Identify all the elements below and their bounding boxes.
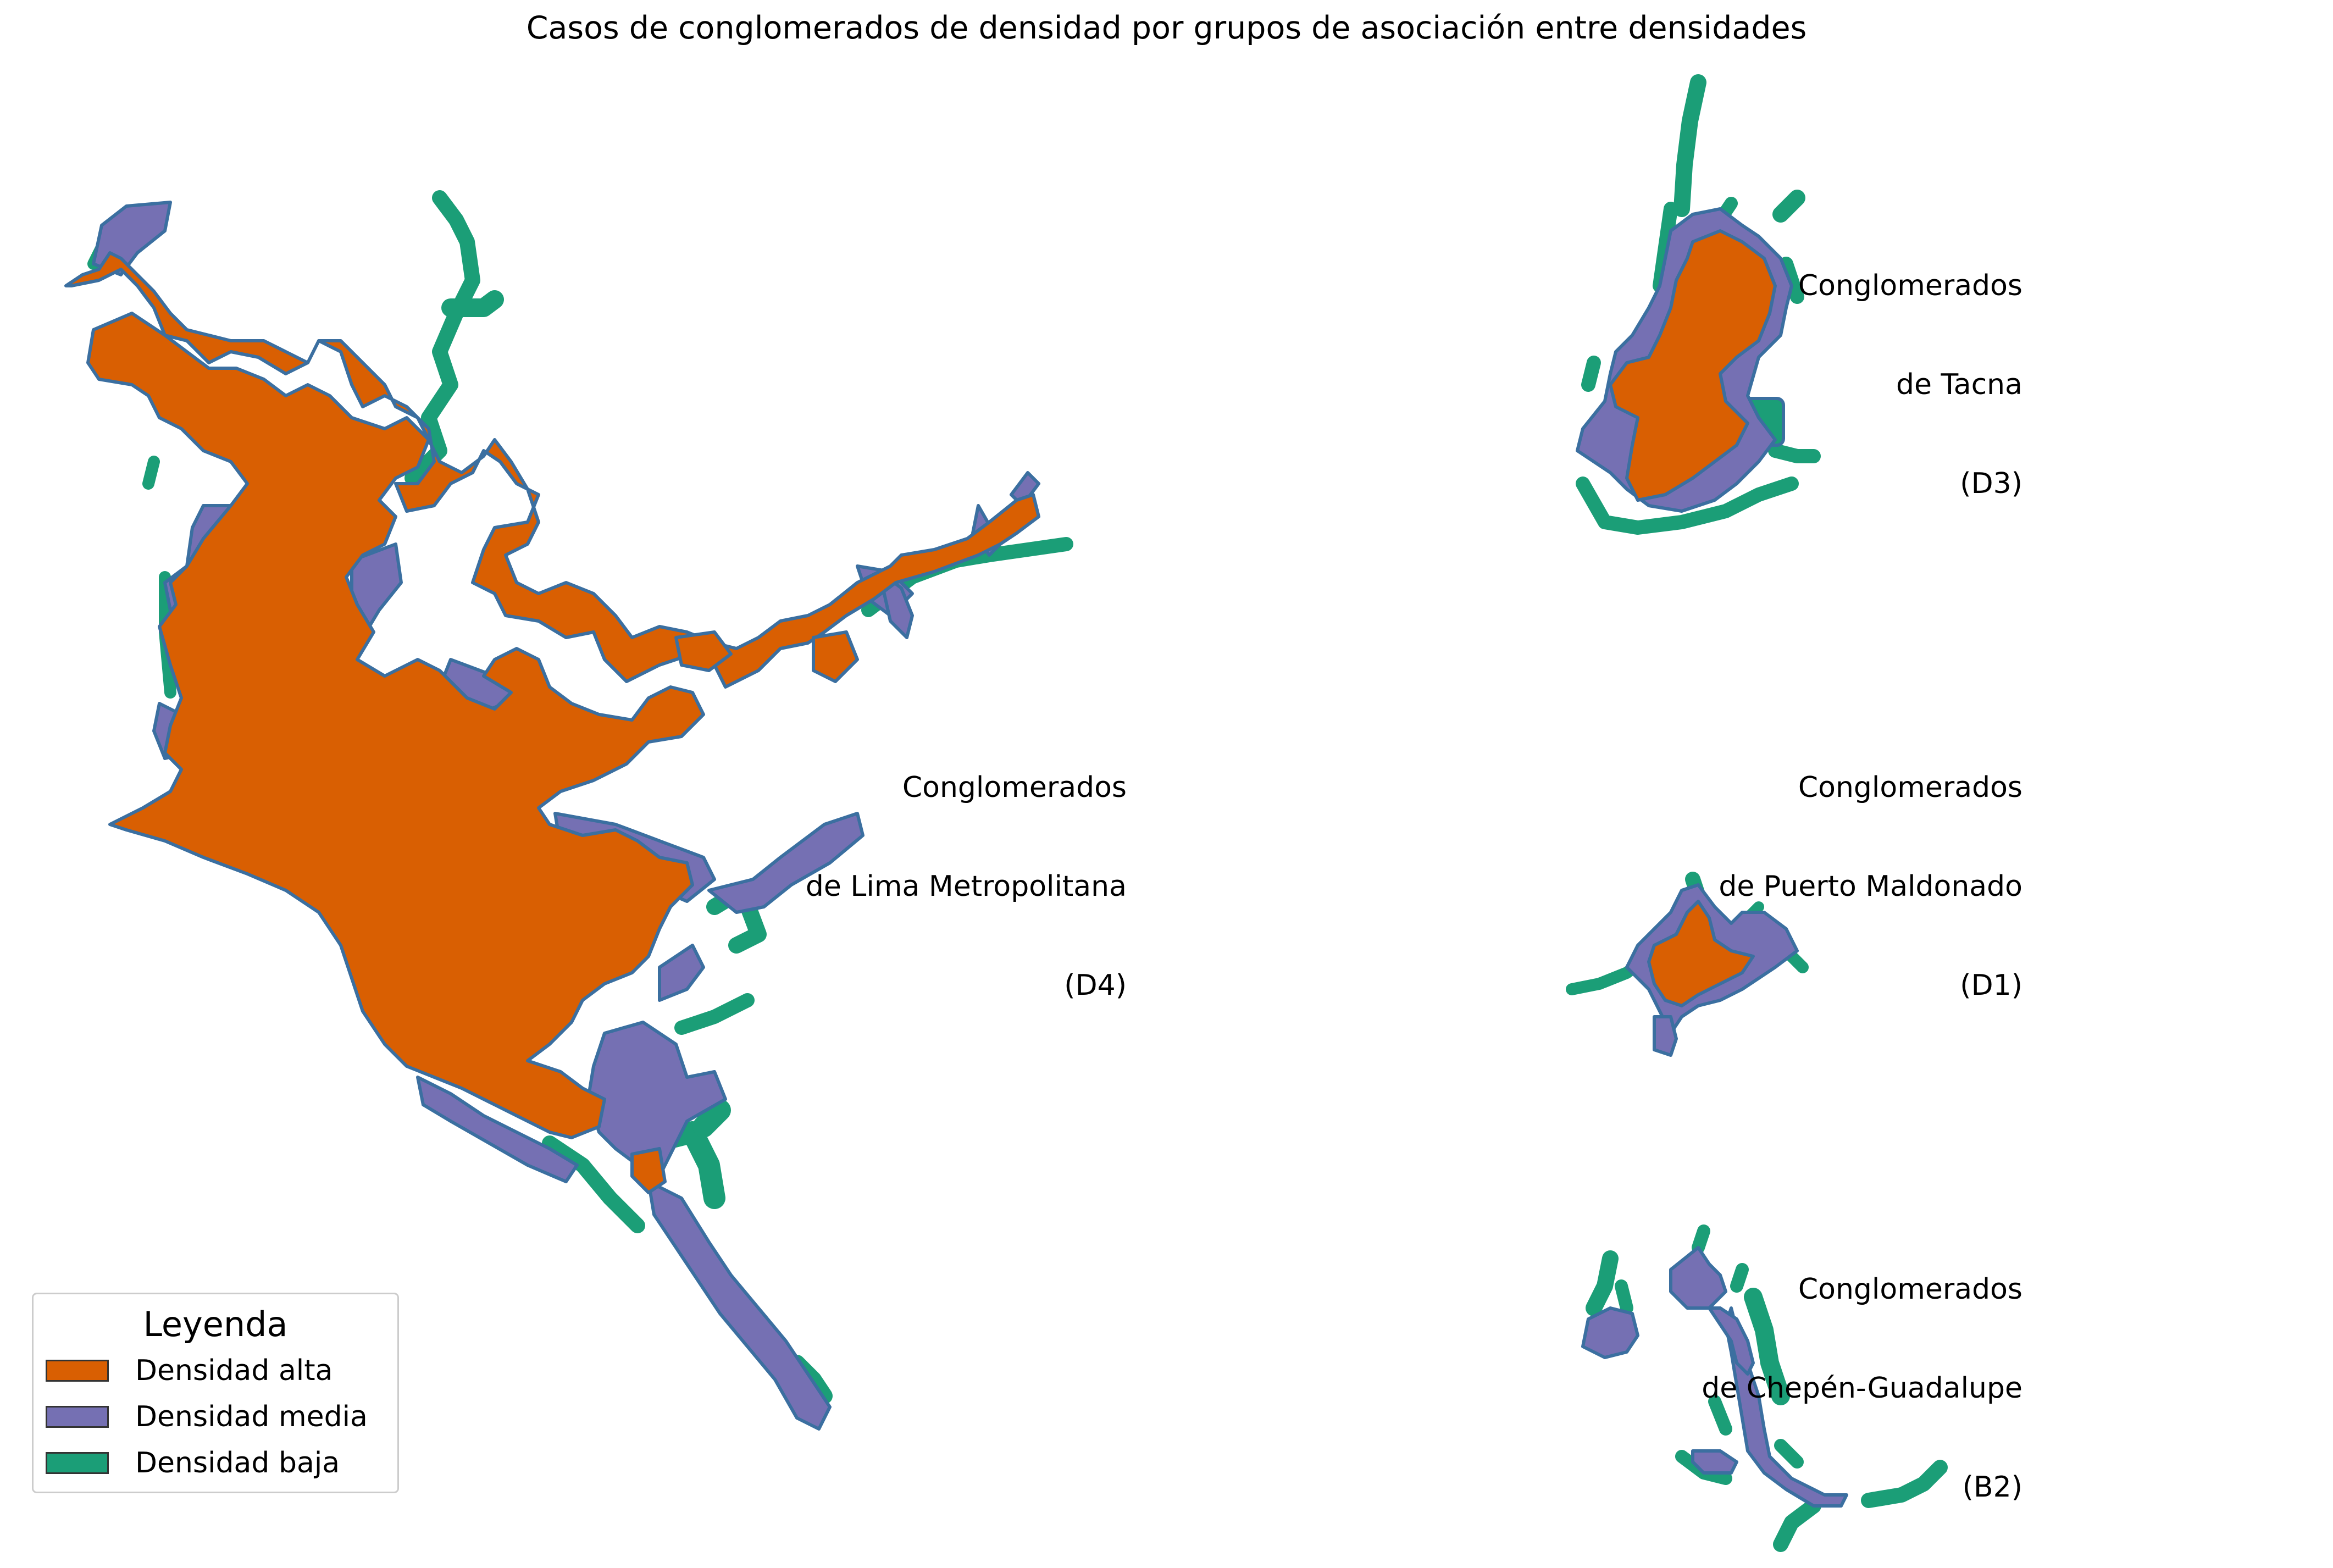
label-chepen-line-3: (B2) [1962,1471,2022,1504]
label-pm-line-3: (D1) [1960,969,2022,1002]
legend-swatch-alta [46,1360,109,1382]
label-lima-line-1: Conglomerados [902,771,1127,804]
pm-density-alta [1647,900,1755,1007]
label-chepen: Conglomerados de Chepén-Guadalupe (B2) [1702,1207,2022,1537]
lima-cluster-map [64,190,1073,1431]
tacna-cluster-map [1576,74,1821,535]
label-tacna-line-1: Conglomerados [1798,269,2022,302]
lima-density-alta [64,251,1040,1194]
chepen-cluster-map [1581,1225,1948,1552]
label-pm-line-2: de Puerto Maldonado [1719,870,2022,903]
tacna-density-alta [1609,229,1777,502]
legend-item-media: Densidad media [46,1400,368,1433]
legend-title: Leyenda [143,1304,288,1344]
label-chepen-line-1: Conglomerados [1798,1273,2022,1306]
legend-swatch-media [46,1406,109,1428]
legend-label-alta: Densidad alta [135,1354,333,1387]
puerto-maldonado-cluster-map [1566,872,1809,1057]
label-puerto-maldonado: Conglomerados de Puerto Maldonado (D1) [1719,705,2022,1035]
label-tacna: Conglomerados de Tacna (D3) [1798,203,2022,533]
label-tacna-line-3: (D3) [1960,467,2022,500]
label-lima-line-3: (D4) [1064,969,1127,1002]
legend-swatch-baja [46,1452,109,1474]
legend-item-alta: Densidad alta [46,1354,333,1387]
label-lima-line-2: de Lima Metropolitana [805,870,1127,903]
map-title: Casos de conglomerados de densidad por g… [526,10,1807,46]
legend: Leyenda Densidad alta Densidad media Den… [32,1293,399,1493]
chepen-density-media [1581,1246,1848,1508]
legend-label-media: Densidad media [135,1400,368,1433]
legend-label-baja: Densidad baja [135,1447,340,1480]
legend-item-baja: Densidad baja [46,1447,340,1480]
chepen-density-baja [1586,1225,1948,1552]
label-lima: Conglomerados de Lima Metropolitana (D4) [806,705,1127,1035]
label-pm-line-1: Conglomerados [1798,771,2022,804]
label-tacna-line-2: de Tacna [1896,368,2022,401]
label-chepen-line-2: de Chepén-Guadalupe [1702,1372,2022,1405]
